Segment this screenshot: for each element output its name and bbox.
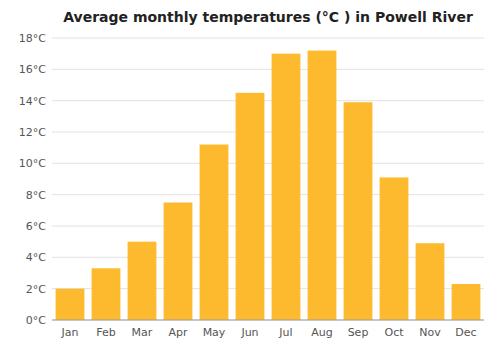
bar bbox=[200, 145, 229, 320]
x-tick-label: Jun bbox=[240, 326, 258, 339]
y-tick-label: 2°C bbox=[26, 283, 46, 296]
grid-line bbox=[52, 194, 484, 195]
grid-line bbox=[52, 38, 484, 39]
grid-line bbox=[52, 100, 484, 101]
chart: Average monthly temperatures (°C ) in Po… bbox=[0, 0, 500, 350]
chart-title: Average monthly temperatures (°C ) in Po… bbox=[63, 9, 473, 25]
grid-line bbox=[52, 69, 484, 70]
x-tick-label: Aug bbox=[311, 326, 332, 339]
y-tick-label: 16°C bbox=[19, 63, 46, 76]
x-tick-label: Jan bbox=[61, 326, 79, 339]
bars bbox=[56, 51, 481, 320]
x-tick-label: Jul bbox=[278, 326, 292, 339]
x-tick-label: Feb bbox=[96, 326, 115, 339]
grid-line bbox=[52, 320, 484, 321]
grid-line bbox=[52, 226, 484, 227]
bar bbox=[128, 242, 157, 320]
x-tick-label: Mar bbox=[132, 326, 153, 339]
bar bbox=[236, 93, 265, 320]
bar bbox=[272, 54, 301, 320]
y-tick-label: 8°C bbox=[26, 189, 46, 202]
bar bbox=[92, 268, 121, 320]
grid-line bbox=[52, 163, 484, 164]
y-tick-label: 12°C bbox=[19, 126, 46, 139]
y-tick-label: 10°C bbox=[19, 157, 46, 170]
grid-line bbox=[52, 132, 484, 133]
chart-container: Average monthly temperatures (°C ) in Po… bbox=[0, 0, 500, 350]
bar bbox=[416, 243, 445, 320]
x-tick-label: May bbox=[203, 326, 226, 339]
y-tick-label: 18°C bbox=[19, 32, 46, 45]
x-tick-label: Apr bbox=[168, 326, 188, 339]
grid bbox=[52, 38, 484, 320]
bar bbox=[56, 289, 85, 320]
y-tick-label: 14°C bbox=[19, 95, 46, 108]
bar bbox=[452, 284, 481, 320]
bar bbox=[308, 51, 337, 320]
y-axis: 0°C 2°C 4°C 6°C 8°C 10°C 12°C 14°C 16°C 18°C bbox=[19, 32, 46, 327]
bar bbox=[380, 177, 409, 320]
x-tick-label: Nov bbox=[419, 326, 441, 339]
y-tick-label: 0°C bbox=[26, 314, 46, 327]
x-axis: Jan Feb Mar Apr May Jun Jul Aug Sep Oct Nov Dec bbox=[61, 326, 477, 339]
y-tick-label: 4°C bbox=[26, 251, 46, 264]
y-tick-label: 6°C bbox=[26, 220, 46, 233]
x-tick-label: Dec bbox=[455, 326, 476, 339]
x-axis-line bbox=[52, 320, 484, 321]
x-tick-label: Oct bbox=[384, 326, 404, 339]
bar bbox=[164, 203, 193, 321]
bar bbox=[344, 102, 373, 320]
x-tick-label: Sep bbox=[348, 326, 369, 339]
